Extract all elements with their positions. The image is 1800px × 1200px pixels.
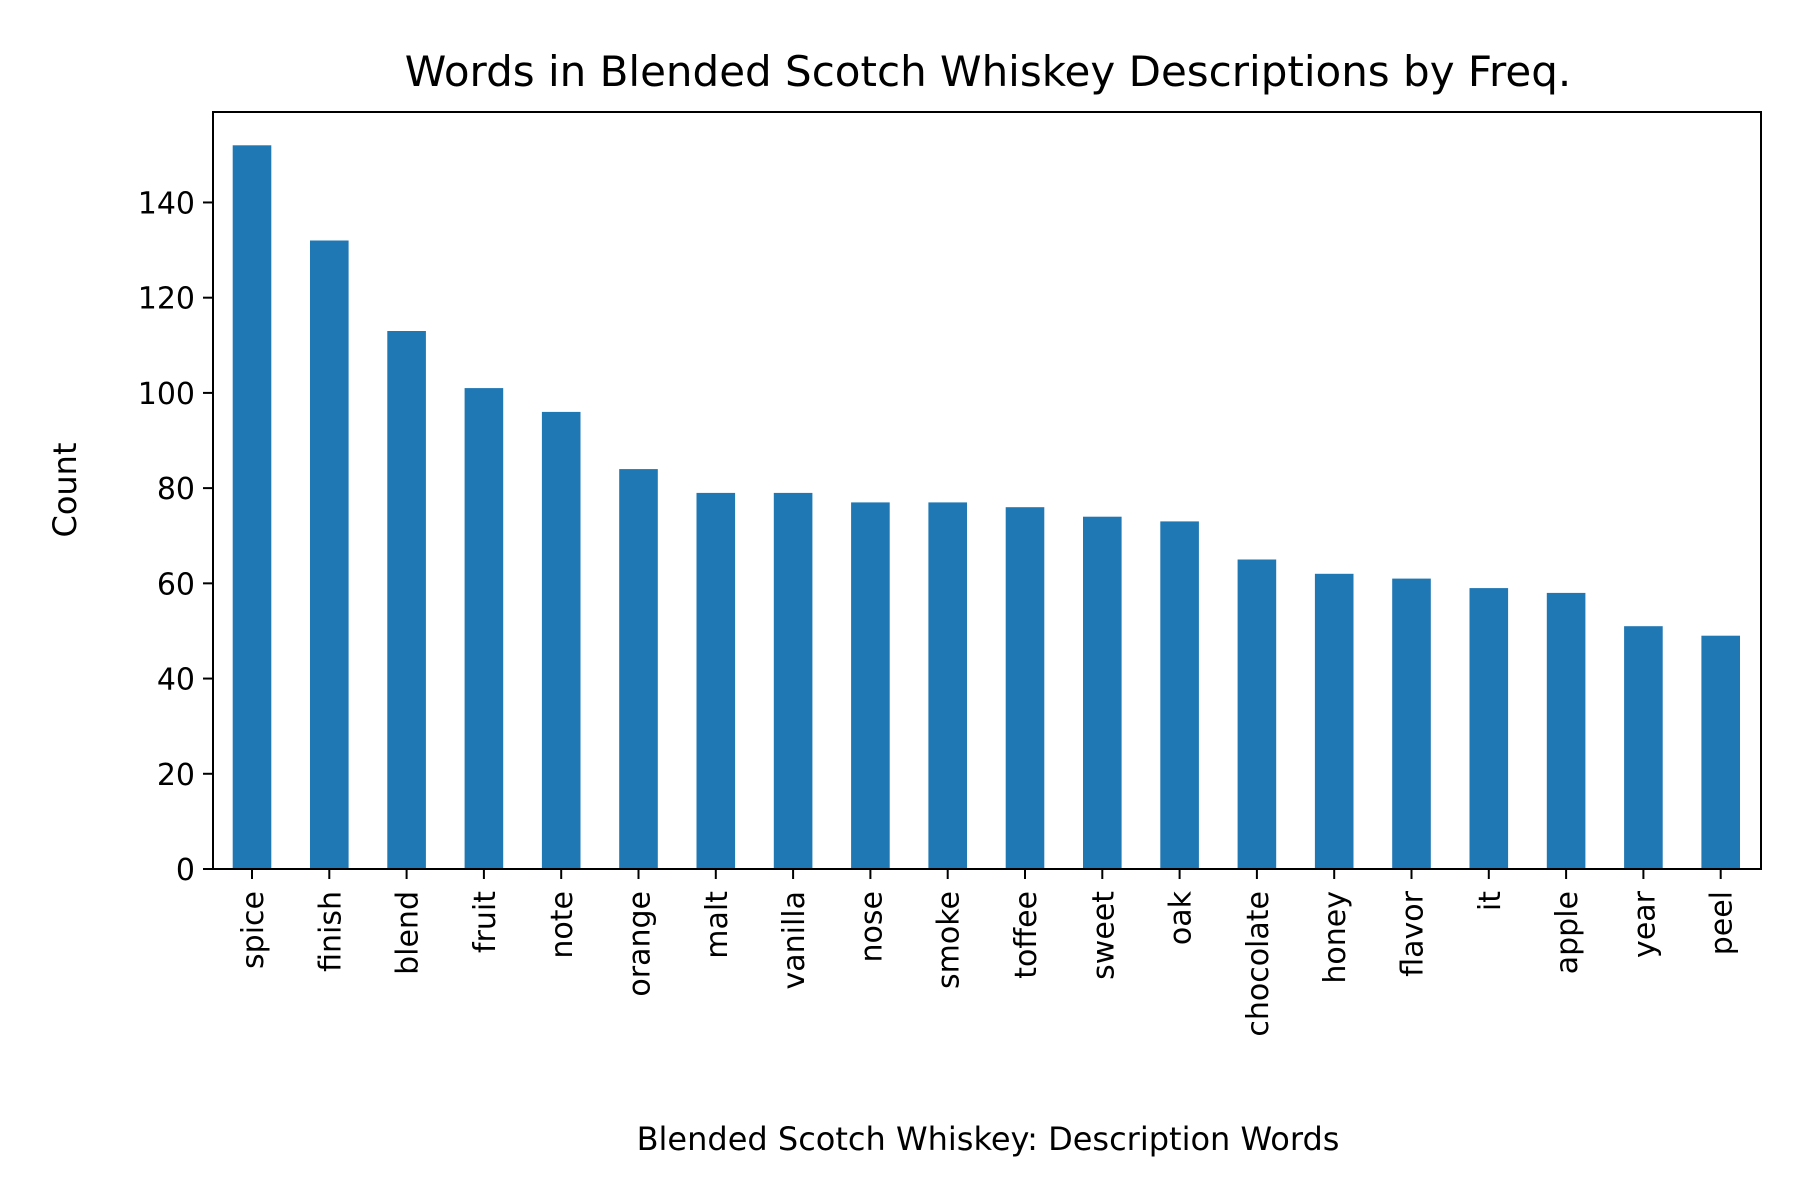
y-axis: 0 20 40 60 80 100 120 140	[138, 186, 213, 888]
y-axis-title: Count	[46, 442, 84, 537]
bar-blend	[387, 331, 426, 869]
x-tick-label-peel: peel	[1705, 891, 1740, 955]
x-tick-label-spice: spice	[236, 891, 271, 969]
bar-toffee	[1005, 507, 1045, 869]
y-tick-label-20: 20	[157, 758, 195, 793]
x-tick-label-smoke: smoke	[932, 891, 967, 989]
x-tick-label-orange: orange	[623, 891, 658, 997]
y-tick-label-40: 40	[157, 663, 195, 698]
x-tick-label-honey: honey	[1318, 891, 1353, 984]
bar-apple	[1546, 592, 1586, 869]
x-tick-label-fruit: fruit	[468, 891, 503, 953]
bar-smoke	[928, 502, 967, 869]
bar-nose	[851, 502, 890, 869]
x-tick-label-nose: nose	[854, 891, 889, 962]
bar-note	[541, 411, 581, 869]
y-tick-label-100: 100	[138, 377, 195, 412]
x-tick-label-flavor: flavor	[1396, 890, 1431, 976]
bar-orange	[619, 469, 658, 869]
y-tick-label-120: 120	[138, 282, 195, 317]
bar-flavor	[1392, 578, 1431, 869]
x-tick-label-finish: finish	[313, 891, 348, 972]
bar-oak	[1160, 521, 1199, 869]
x-tick-label-chocolate: chocolate	[1241, 891, 1276, 1037]
y-tick-label-60: 60	[157, 567, 195, 602]
x-tick-label-toffee: toffee	[1009, 891, 1044, 979]
bar-chocolate	[1237, 559, 1277, 869]
bar-honey	[1314, 573, 1354, 869]
x-axis-title: Blended Scotch Whiskey: Description Word…	[637, 1120, 1340, 1158]
x-tick-label-sweet: sweet	[1086, 891, 1121, 980]
y-tick-label-0: 0	[176, 853, 195, 888]
bar-fruit	[464, 388, 504, 869]
bar-spice	[232, 145, 272, 870]
x-tick-label-year: year	[1627, 890, 1662, 958]
bar-finish	[310, 240, 349, 869]
plot-frame	[212, 111, 1762, 870]
bar-peel	[1701, 635, 1740, 869]
x-tick-label-apple: apple	[1550, 891, 1585, 974]
bar-year	[1624, 626, 1663, 869]
x-tick-label-vanilla: vanilla	[777, 891, 812, 990]
y-tick-label-140: 140	[138, 186, 195, 221]
x-tick-label-note: note	[545, 891, 580, 959]
x-tick-label-blend: blend	[391, 891, 426, 975]
y-tick-label-80: 80	[157, 472, 195, 507]
x-tick-label-it: it	[1473, 891, 1508, 911]
bar-it	[1469, 588, 1509, 869]
x-tick-label-malt: malt	[700, 891, 735, 959]
bar-malt	[696, 492, 736, 869]
x-tick-label-oak: oak	[1164, 890, 1199, 945]
bar-vanilla	[773, 492, 813, 869]
chart-title: Words in Blended Scotch Whiskey Descript…	[405, 47, 1571, 96]
bars-group	[232, 145, 1740, 870]
x-axis: spice finish blend fruit note orange malt vanil…	[236, 869, 1740, 1037]
bar-sweet	[1083, 516, 1122, 869]
